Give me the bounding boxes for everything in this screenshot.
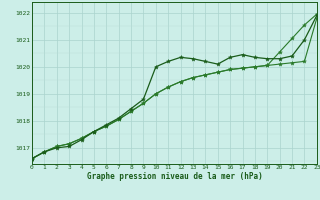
X-axis label: Graphe pression niveau de la mer (hPa): Graphe pression niveau de la mer (hPa) <box>86 172 262 181</box>
